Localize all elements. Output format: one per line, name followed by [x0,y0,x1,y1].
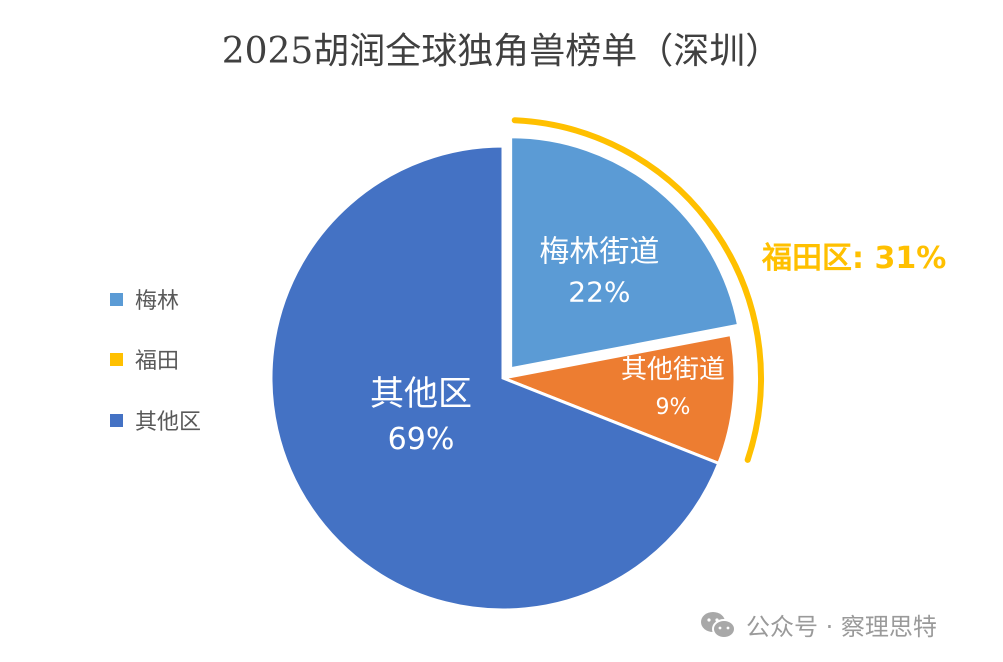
legend-swatch [110,352,123,366]
legend-swatch [110,292,123,306]
legend-label: 福田 [135,349,180,374]
pie-slice-other-district [269,144,721,612]
wechat-icon [701,611,736,639]
watermark-text: 公众号 · 察理思特 [746,613,937,641]
slice-value-meilin: 22% [568,275,630,308]
legend-swatch [110,413,123,427]
legend-item-meilin: 梅林 [110,283,179,315]
slice-label-other-streets: 其他街道 [621,355,725,385]
watermark: 公众号 · 察理思特 [700,607,937,642]
slice-value-other-streets: 9% [656,395,691,420]
legend-item-futian: 福田 [110,343,179,375]
futian-annotation: 福田区: 31% [761,241,946,276]
legend-item-other-district: 其他区 [110,404,201,436]
futian-bracket-arc [511,117,764,463]
pie-slice-other-streets [497,332,737,466]
slice-label-meilin: 梅林街道 [539,234,659,269]
legend-label: 其他区 [135,410,202,435]
chart-title: 2025胡润全球独角兽榜单（深圳） [221,31,782,72]
slice-label-other-district: 其他区 [370,374,472,414]
pie-slice-meilin [509,135,741,371]
slice-value-other-district: 69% [388,422,455,457]
legend-label: 梅林 [135,289,180,314]
